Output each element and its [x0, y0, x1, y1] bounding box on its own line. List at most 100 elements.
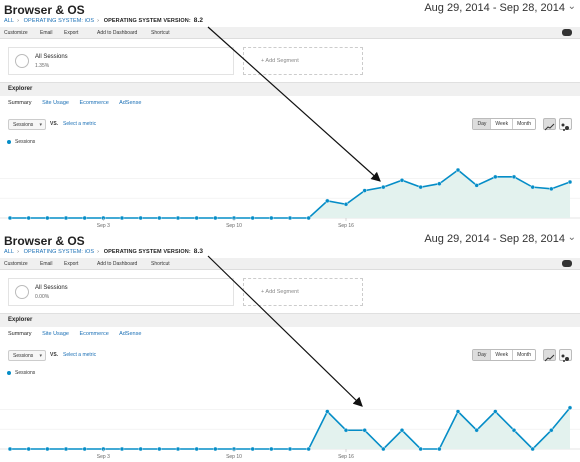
page-title: Browser & OS — [4, 3, 85, 17]
chevron-down-icon[interactable]: ⌄ — [567, 1, 576, 12]
date-range-selector[interactable]: Aug 29, 2014 - Sep 28, 2014 — [424, 233, 565, 245]
motion-chart-icon[interactable] — [559, 118, 572, 131]
data-point — [250, 446, 255, 452]
series-area — [10, 407, 570, 449]
data-point — [157, 446, 162, 452]
data-point — [82, 215, 87, 221]
data-point — [269, 215, 274, 221]
day-button[interactable]: Day — [473, 350, 492, 360]
x-tick-label: Sep 3 — [97, 223, 110, 229]
select-metric-link[interactable]: Select a metric — [63, 352, 97, 358]
data-point — [511, 174, 517, 180]
data-point — [437, 446, 442, 452]
segment-percentage: 1.35% — [35, 63, 50, 69]
data-point — [7, 446, 13, 452]
chevron-down-icon[interactable]: ⌄ — [567, 232, 576, 243]
add-to-dashboard-button[interactable]: Add to Dashboard — [97, 30, 138, 36]
tab-adsense[interactable]: AdSense — [119, 100, 142, 106]
chart-legend: Sessions — [7, 139, 35, 145]
chevron-down-icon: ▾ — [39, 122, 42, 128]
month-button[interactable]: Month — [513, 119, 535, 129]
tab-site-usage[interactable]: Site Usage — [42, 331, 69, 337]
page-title: Browser & OS — [4, 234, 85, 248]
data-point — [175, 446, 181, 452]
week-button[interactable]: Week — [491, 119, 514, 129]
data-point — [455, 409, 461, 414]
email-button[interactable]: Email — [40, 261, 53, 267]
tab-ecommerce[interactable]: Ecommerce — [79, 331, 109, 337]
line-chart-icon[interactable] — [543, 349, 556, 362]
line-chart-icon[interactable] — [543, 118, 556, 131]
metric-select[interactable]: Sessions ▾ — [8, 350, 46, 361]
email-button[interactable]: Email — [40, 30, 53, 36]
add-to-dashboard-button[interactable]: Add to Dashboard — [97, 261, 138, 267]
data-point — [418, 446, 423, 452]
data-point — [287, 446, 293, 452]
data-point — [343, 428, 349, 433]
export-button[interactable]: Export — [64, 261, 79, 267]
breadcrumb-all[interactable]: ALL — [4, 18, 15, 24]
data-point — [511, 428, 517, 433]
legend-label: Sessions — [15, 139, 36, 145]
legend-label: Sessions — [15, 370, 36, 376]
month-button[interactable]: Month — [513, 350, 535, 360]
data-point — [418, 184, 423, 190]
tab-summary[interactable]: Summary — [8, 331, 32, 337]
x-tick-label: Sep 16 — [338, 223, 354, 229]
explorer-bar: Explorer — [0, 82, 580, 96]
report-toolbar: Customize Email Export Add to Dashboard … — [0, 27, 580, 39]
data-point — [7, 215, 13, 221]
tab-summary[interactable]: Summary — [8, 100, 32, 106]
legend-marker-icon — [7, 370, 11, 375]
tab-adsense[interactable]: AdSense — [119, 331, 142, 337]
data-point — [306, 215, 311, 221]
week-button[interactable]: Week — [491, 350, 514, 360]
tab-site-usage[interactable]: Site Usage — [42, 100, 69, 106]
report-panel-2: Browser & OS Aug 29, 2014 - Sep 28, 2014… — [0, 231, 580, 462]
data-point — [474, 183, 479, 188]
data-point — [549, 428, 554, 433]
customize-button[interactable]: Customize — [4, 30, 28, 36]
data-point — [213, 446, 218, 452]
sessions-chart: Sep 3 Sep 10 Sep 16 — [0, 167, 580, 229]
segment-card[interactable]: All Sessions 1.35% — [8, 47, 234, 75]
data-point — [45, 215, 50, 221]
segment-card[interactable]: All Sessions 0.00% — [8, 278, 234, 306]
data-point — [549, 186, 554, 192]
x-tick-label: Sep 16 — [338, 454, 354, 460]
select-metric-link[interactable]: Select a metric — [63, 121, 97, 127]
customize-button[interactable]: Customize — [4, 261, 28, 267]
breadcrumb-current: OPERATING SYSTEM VERSION: — [103, 18, 191, 24]
data-point — [157, 215, 162, 221]
data-point — [381, 184, 386, 190]
metric-select[interactable]: Sessions ▾ — [8, 119, 46, 130]
chevron-right-icon: › — [97, 249, 100, 255]
data-point — [567, 405, 573, 410]
explorer-label: Explorer — [8, 317, 33, 323]
period-toggle: Day Week Month — [472, 118, 536, 130]
date-range-selector[interactable]: Aug 29, 2014 - Sep 28, 2014 — [424, 2, 565, 14]
export-button[interactable]: Export — [64, 30, 79, 36]
breadcrumb-dimension[interactable]: OPERATING SYSTEM: iOS — [23, 18, 95, 24]
report-panel-1: Browser & OS Aug 29, 2014 - Sep 28, 2014… — [0, 0, 580, 231]
day-button[interactable]: Day — [473, 119, 492, 129]
data-point — [26, 446, 31, 452]
data-point — [567, 179, 573, 185]
tab-ecommerce[interactable]: Ecommerce — [79, 100, 109, 106]
motion-chart-icon[interactable] — [559, 349, 572, 362]
data-point — [138, 446, 143, 452]
shortcut-button[interactable]: Shortcut — [151, 30, 170, 36]
data-point — [437, 181, 442, 186]
breadcrumb: ALL › OPERATING SYSTEM: iOS › OPERATING SY… — [4, 248, 206, 255]
data-point — [213, 215, 218, 221]
data-point — [325, 198, 330, 204]
add-segment-button[interactable]: + Add Segment — [243, 47, 363, 75]
shortcut-button[interactable]: Shortcut — [151, 261, 170, 267]
add-segment-button[interactable]: + Add Segment — [243, 278, 363, 306]
breadcrumb: ALL › OPERATING SYSTEM: iOS › OPERATING SY… — [4, 17, 206, 24]
comment-icon[interactable] — [562, 29, 572, 36]
breadcrumb-all[interactable]: ALL — [4, 249, 15, 255]
breadcrumb-value: 8.3 — [193, 248, 204, 255]
comment-icon[interactable] — [562, 260, 572, 267]
breadcrumb-dimension[interactable]: OPERATING SYSTEM: iOS — [23, 249, 95, 255]
